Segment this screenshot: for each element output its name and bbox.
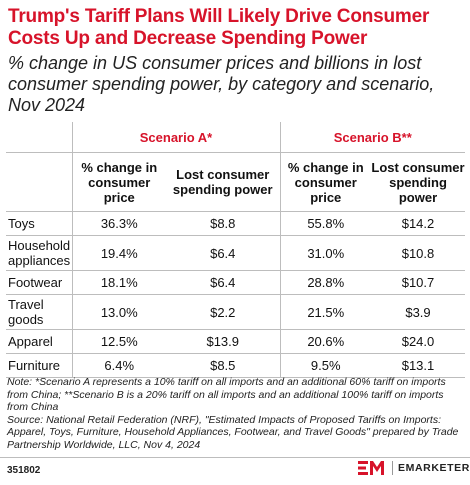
table-cell: 28.8% xyxy=(279,270,371,295)
table-row: Apparel 12.5% $13.9 20.6% $24.0 xyxy=(6,329,465,354)
table-cell: $8.5 xyxy=(166,353,280,378)
table-cell: $6.4 xyxy=(166,270,280,295)
table-cell: 18.1% xyxy=(71,270,166,295)
table-cell: 12.5% xyxy=(71,329,166,354)
scenario-header-row: Scenario A* Scenario B** xyxy=(6,122,465,153)
table-row: Household appliances 19.4% $6.4 31.0% $1… xyxy=(6,235,465,271)
table-cell: $14.2 xyxy=(371,211,465,236)
category-header-spacer xyxy=(6,152,72,212)
column-header: % change in consumer price xyxy=(279,152,371,212)
table-cell: 19.4% xyxy=(71,235,166,271)
chart-id: 351802 xyxy=(7,465,41,476)
table-cell: $13.9 xyxy=(166,329,280,354)
table-cell: 31.0% xyxy=(279,235,371,271)
chart-subtitle: % change in US consumer prices and billi… xyxy=(8,53,435,115)
source-text: Source: National Retail Federation (NRF)… xyxy=(7,413,459,451)
row-category: Apparel xyxy=(6,329,72,354)
table-cell: $13.1 xyxy=(371,353,465,378)
table-cell: $8.8 xyxy=(166,211,280,236)
emarketer-logo: EMARKETER xyxy=(358,461,470,475)
table-cell: $24.0 xyxy=(371,329,465,354)
table-cell: $3.9 xyxy=(371,294,465,330)
table-cell: $10.8 xyxy=(371,235,465,271)
footer-divider xyxy=(0,457,470,458)
brand-name: EMARKETER xyxy=(398,462,470,474)
row-category: Household appliances xyxy=(6,235,72,271)
table-cell: 13.0% xyxy=(71,294,166,330)
table-cell: $6.4 xyxy=(166,235,280,271)
table-cell: 55.8% xyxy=(279,211,371,236)
note-text: Note: *Scenario A represents a 10% tarif… xyxy=(7,376,446,413)
column-header: Lost consumer spending power xyxy=(371,152,465,212)
scenario-header-spacer xyxy=(6,122,72,153)
row-category: Toys xyxy=(6,211,72,236)
row-category: Furniture xyxy=(6,353,72,378)
em-logo-icon xyxy=(358,461,384,475)
table-cell: 6.4% xyxy=(71,353,166,378)
scenario-b-header: Scenario B** xyxy=(279,122,465,153)
table-cell: 20.6% xyxy=(279,329,371,354)
chart-title: Trump's Tariff Plans Will Likely Drive C… xyxy=(8,6,430,49)
table-cell: $2.2 xyxy=(166,294,280,330)
column-header-row: % change in consumer price Lost consumer… xyxy=(6,152,465,212)
table-cell: 36.3% xyxy=(71,211,166,236)
logo-separator xyxy=(392,461,393,475)
table-row: Footwear 18.1% $6.4 28.8% $10.7 xyxy=(6,270,465,295)
column-header: Lost consumer spending power xyxy=(166,152,280,212)
column-header: % change in consumer price xyxy=(71,152,166,212)
table-row: Travel goods 13.0% $2.2 21.5% $3.9 xyxy=(6,294,465,330)
row-category: Footwear xyxy=(6,270,72,295)
footnotes: Note: *Scenario A represents a 10% tarif… xyxy=(7,376,465,451)
table-row: Furniture 6.4% $8.5 9.5% $13.1 xyxy=(6,353,465,378)
scenario-a-header: Scenario A* xyxy=(71,122,280,153)
table-cell: $10.7 xyxy=(371,270,465,295)
data-table: Scenario A* Scenario B** % change in con… xyxy=(6,122,465,378)
table-row: Toys 36.3% $8.8 55.8% $14.2 xyxy=(6,211,465,236)
row-category: Travel goods xyxy=(6,294,72,330)
table-cell: 21.5% xyxy=(279,294,371,330)
table-cell: 9.5% xyxy=(279,353,371,378)
